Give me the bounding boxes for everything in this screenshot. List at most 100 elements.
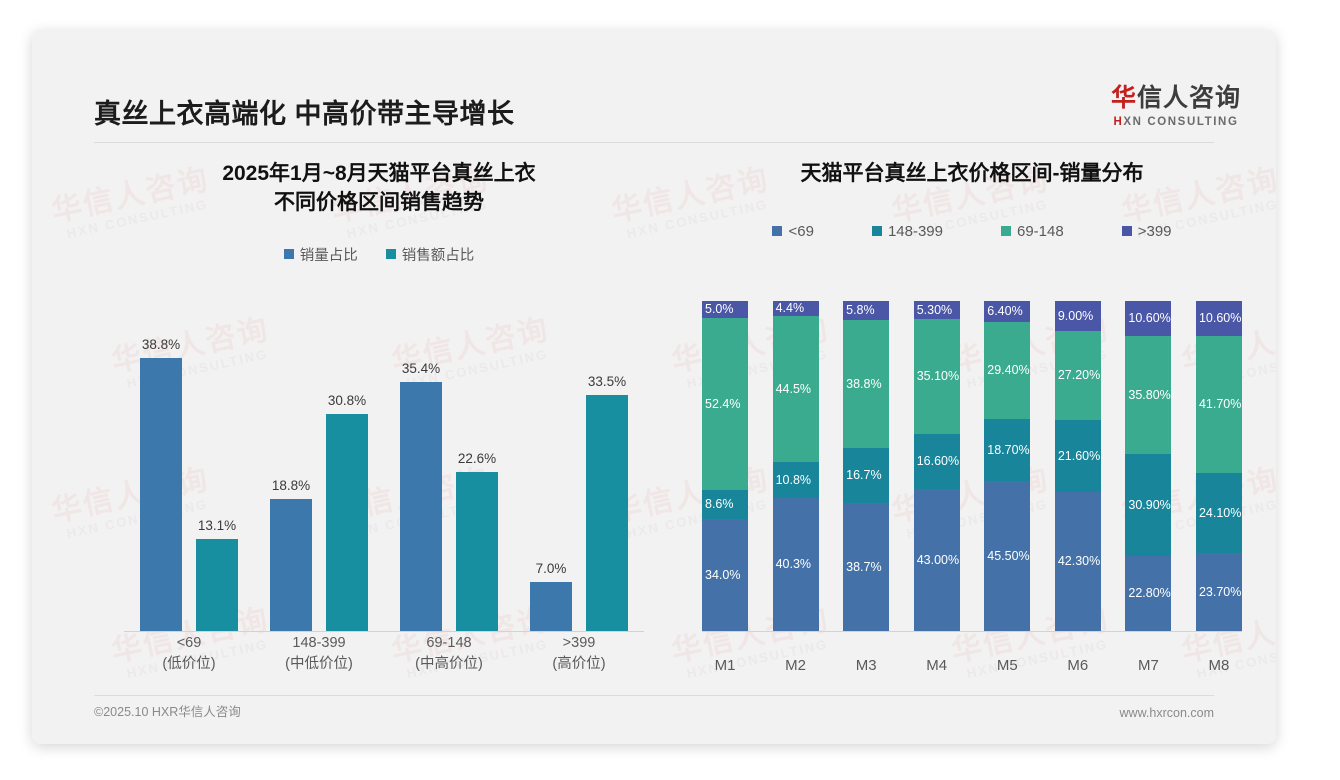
bar-fill — [196, 538, 238, 631]
stack-segment[interactable]: 10.8% — [772, 462, 819, 499]
stack-segment[interactable]: 34.0% — [702, 518, 748, 631]
stack-segment-label: 10.8% — [775, 472, 812, 487]
bar-sales-volume[interactable]: 38.8% — [140, 337, 182, 631]
right-legend-item-2[interactable]: 69-148 — [1001, 223, 1064, 240]
stack-segment[interactable]: 43.00% — [913, 489, 960, 631]
stack-segment-label: 10.60% — [1128, 311, 1171, 326]
x-axis-label-tier: (中低价位) — [285, 656, 353, 673]
right-chart-panel: 天猫平台真丝上衣价格区间-销量分布 <69 148-399 69-148 >399 5… — [692, 160, 1252, 680]
stack-segment[interactable]: 52.4% — [702, 317, 748, 491]
left-chart-axis-line — [124, 631, 644, 632]
bar-fill — [140, 357, 182, 631]
x-axis-label-tier: (高价位) — [552, 656, 606, 673]
stack-segment[interactable]: 40.3% — [772, 498, 819, 631]
x-axis-label-range: >399 — [562, 634, 596, 651]
stack-segment-label: 24.10% — [1198, 505, 1242, 520]
stack-segment[interactable]: 16.60% — [913, 434, 960, 490]
stack-segment[interactable]: 5.30% — [913, 301, 960, 319]
stack-segment[interactable]: 10.60% — [1195, 301, 1242, 336]
slide-card: 华信人咨询 HXN CONSULTING 华信人咨询 HXN CONSULTING 华信… — [32, 30, 1276, 744]
stack-segment[interactable]: 9.00% — [1054, 301, 1101, 331]
legend-label: 148-399 — [887, 222, 943, 240]
stack-segment-label: 43.00% — [916, 552, 960, 567]
x-axis-label: 148-399 (中低价位) — [260, 633, 378, 677]
stacked-bar-column[interactable]: 10.60% 35.80% 30.90% 22.80% — [1125, 301, 1172, 631]
stack-segment[interactable]: 30.90% — [1125, 453, 1172, 556]
bar-sales-amount[interactable]: 13.1% — [196, 518, 238, 631]
stack-segment-label: 40.3% — [775, 557, 812, 572]
stack-segment[interactable]: 38.8% — [843, 320, 890, 449]
left-chart-legend: 销量占比 销售额占比 — [94, 244, 664, 265]
stack-segment[interactable]: 5.0% — [702, 301, 748, 318]
legend-label: 销售额占比 — [401, 247, 475, 264]
stack-segment[interactable]: 5.8% — [843, 301, 890, 321]
footer-website[interactable]: www.hxrcon.com — [1119, 706, 1214, 720]
stack-segment[interactable]: 42.30% — [1054, 491, 1101, 631]
bar-sales-amount[interactable]: 33.5% — [586, 374, 628, 631]
logo-chinese-rest: 信人咨询 — [1136, 84, 1241, 112]
legend-swatch-icon — [1001, 226, 1011, 237]
bar-fill — [586, 394, 628, 631]
stack-segment-label: 44.5% — [775, 381, 812, 396]
stacked-bar-column[interactable]: 4.4% 44.5% 10.8% 40.3% — [772, 301, 819, 631]
stacked-bar-column[interactable]: 6.40% 29.40% 18.70% 45.50% — [984, 301, 1031, 631]
bar-sales-amount[interactable]: 30.8% — [326, 393, 368, 631]
legend-swatch-icon — [283, 249, 294, 260]
stacked-bar-column[interactable]: 9.00% 27.20% 21.60% 42.30% — [1054, 301, 1101, 631]
stack-segment-label: 42.30% — [1057, 554, 1101, 569]
left-chart-bar-groups: 38.8% 13.1% 18.8% 30.8% 35.4% 22.6% 7.0% 33.5% — [124, 335, 644, 631]
right-legend-item-3[interactable]: >399 — [1121, 222, 1172, 240]
stacked-bar-column[interactable]: 10.60% 41.70% 24.10% 23.70% — [1195, 301, 1242, 631]
legend-swatch-icon — [385, 249, 396, 260]
stack-segment[interactable]: 22.80% — [1125, 555, 1172, 631]
x-axis-label-tier: (低价位) — [162, 656, 216, 673]
stacked-bar-column[interactable]: 5.30% 35.10% 16.60% 43.00% — [913, 301, 960, 631]
stacked-bar-column[interactable]: 5.0% 52.4% 8.6% 34.0% — [702, 301, 748, 631]
legend-label: >399 — [1137, 222, 1172, 240]
stack-segment[interactable]: 8.6% — [702, 490, 748, 519]
bar-sales-amount[interactable]: 22.6% — [456, 451, 498, 631]
stack-segment-label: 5.8% — [846, 303, 875, 318]
stack-segment[interactable]: 18.70% — [984, 419, 1031, 481]
stack-segment[interactable]: 21.60% — [1054, 420, 1101, 492]
right-legend-item-0[interactable]: <69 — [772, 223, 814, 240]
bar-value-label: 7.0% — [535, 560, 567, 576]
bar-sales-volume[interactable]: 18.8% — [270, 478, 312, 631]
right-legend-item-1[interactable]: 148-399 — [871, 222, 943, 240]
stack-segment[interactable]: 16.7% — [843, 448, 890, 504]
left-legend-item-0[interactable]: 销量占比 — [283, 244, 358, 265]
stack-segment[interactable]: 6.40% — [984, 301, 1031, 323]
right-chart-legend: <69 148-399 69-148 >399 — [692, 223, 1252, 240]
stack-segment[interactable]: 38.7% — [843, 503, 890, 631]
logo-english-rest: XN CONSULTING — [1123, 115, 1239, 128]
stack-segment[interactable]: 29.40% — [984, 322, 1031, 420]
stack-segment[interactable]: 35.80% — [1125, 335, 1172, 454]
legend-label: 69-148 — [1017, 222, 1064, 240]
stack-segment-label: 35.10% — [916, 369, 960, 384]
stack-segment[interactable]: 23.70% — [1195, 552, 1242, 631]
x-axis-label: M1 — [714, 657, 736, 674]
legend-swatch-icon — [871, 226, 882, 237]
stack-segment-label: 45.50% — [987, 548, 1030, 563]
stack-segment-label: 5.30% — [916, 302, 953, 317]
stack-segment-label: 6.40% — [987, 304, 1023, 319]
stack-segment[interactable]: 45.50% — [984, 480, 1031, 631]
stack-segment[interactable]: 41.70% — [1195, 335, 1242, 474]
stacked-bar-column[interactable]: 5.8% 38.8% 16.7% 38.7% — [843, 301, 890, 631]
stack-segment[interactable]: 27.20% — [1054, 330, 1101, 421]
bar-fill — [456, 471, 498, 631]
stack-segment[interactable]: 44.5% — [772, 315, 819, 463]
left-legend-item-1[interactable]: 销售额占比 — [385, 244, 475, 265]
x-axis-label-range: <69 — [176, 634, 202, 651]
stack-segment[interactable]: 35.10% — [913, 318, 960, 435]
stack-segment[interactable]: 10.60% — [1125, 301, 1172, 336]
logo-chinese: 华信人咨询 — [1111, 84, 1241, 113]
x-axis-label: M4 — [926, 657, 948, 674]
right-chart-stacked-columns: 5.0% 52.4% 8.6% 34.0% 4.4% 44.5% 10.8% 40.3% 5.8… — [702, 301, 1242, 631]
stack-segment[interactable]: 4.4% — [772, 301, 819, 316]
stack-segment-label: 38.8% — [846, 376, 882, 391]
bar-sales-volume[interactable]: 35.4% — [400, 361, 442, 631]
stack-segment[interactable]: 24.10% — [1195, 473, 1242, 553]
left-chart-plot: 38.8% 13.1% 18.8% 30.8% 35.4% 22.6% 7.0% 33.5% … — [102, 335, 652, 672]
bar-sales-volume[interactable]: 7.0% — [530, 561, 572, 631]
